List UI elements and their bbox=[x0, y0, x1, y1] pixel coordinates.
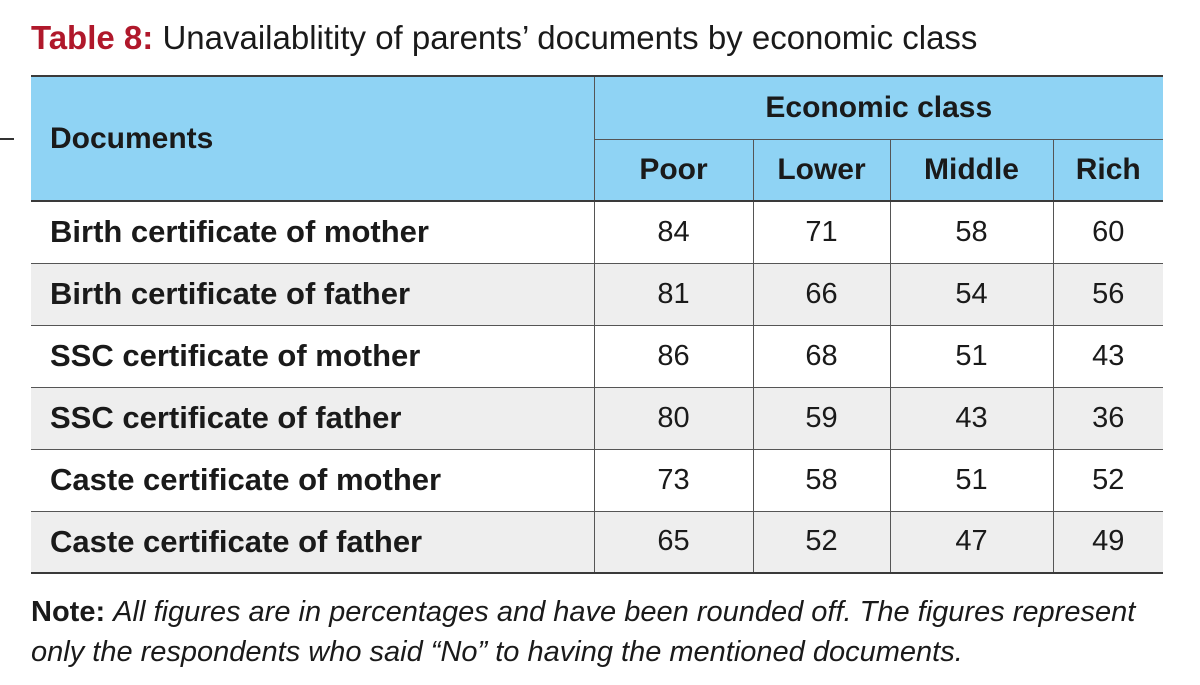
cell-rich: 56 bbox=[1053, 263, 1164, 326]
cell-poor: 65 bbox=[594, 511, 754, 574]
table-row: Birth certificate of father 81 66 54 56 bbox=[31, 263, 1164, 326]
table-row: SSC certificate of father 80 59 43 36 bbox=[31, 387, 1164, 450]
cell-poor: 84 bbox=[594, 201, 754, 264]
economic-class-group-header: Economic class bbox=[594, 75, 1164, 140]
table-body: Birth certificate of mother 84 71 58 60 … bbox=[31, 201, 1164, 574]
table-note: Note: All figures are in percentages and… bbox=[31, 592, 1181, 672]
cell-rich: 43 bbox=[1053, 325, 1164, 388]
data-table: Documents Economic class Poor Lower Midd… bbox=[31, 75, 1164, 574]
table-title: Unavailablitity of parents’ documents by… bbox=[162, 19, 978, 56]
cell-middle: 51 bbox=[890, 449, 1054, 512]
table-header: Documents Economic class Poor Lower Midd… bbox=[31, 75, 1164, 202]
table-row: Caste certificate of mother 73 58 51 52 bbox=[31, 449, 1164, 512]
cell-middle: 43 bbox=[890, 387, 1054, 450]
cell-poor: 80 bbox=[594, 387, 754, 450]
cell-poor: 81 bbox=[594, 263, 754, 326]
documents-column-header: Documents bbox=[31, 75, 595, 202]
row-label: SSC certificate of father bbox=[31, 387, 595, 450]
cell-middle: 51 bbox=[890, 325, 1054, 388]
table-row: SSC certificate of mother 86 68 51 43 bbox=[31, 325, 1164, 388]
column-header-middle: Middle bbox=[890, 139, 1054, 202]
row-label: Caste certificate of mother bbox=[31, 449, 595, 512]
cell-rich: 36 bbox=[1053, 387, 1164, 450]
row-label: Caste certificate of father bbox=[31, 511, 595, 574]
cell-middle: 47 bbox=[890, 511, 1054, 574]
cell-rich: 52 bbox=[1053, 449, 1164, 512]
cell-rich: 60 bbox=[1053, 201, 1164, 264]
cell-poor: 73 bbox=[594, 449, 754, 512]
row-label: SSC certificate of mother bbox=[31, 325, 595, 388]
row-label: Birth certificate of father bbox=[31, 263, 595, 326]
cell-lower: 58 bbox=[753, 449, 891, 512]
cell-lower: 66 bbox=[753, 263, 891, 326]
table-caption: Table 8: Unavailablitity of parents’ doc… bbox=[31, 18, 977, 58]
note-label: Note: bbox=[31, 596, 106, 628]
cell-middle: 54 bbox=[890, 263, 1054, 326]
cell-lower: 71 bbox=[753, 201, 891, 264]
note-text: All figures are in percentages and have … bbox=[31, 596, 1136, 668]
table-row: Birth certificate of mother 84 71 58 60 bbox=[31, 201, 1164, 264]
column-header-lower: Lower bbox=[753, 139, 891, 202]
table-number-label: Table 8: bbox=[31, 19, 154, 56]
cell-lower: 68 bbox=[753, 325, 891, 388]
margin-tick-mark bbox=[0, 138, 14, 140]
cell-middle: 58 bbox=[890, 201, 1054, 264]
cell-poor: 86 bbox=[594, 325, 754, 388]
row-label: Birth certificate of mother bbox=[31, 201, 595, 264]
cell-lower: 52 bbox=[753, 511, 891, 574]
cell-rich: 49 bbox=[1053, 511, 1164, 574]
column-header-poor: Poor bbox=[594, 139, 754, 202]
column-header-rich: Rich bbox=[1053, 139, 1164, 202]
cell-lower: 59 bbox=[753, 387, 891, 450]
table-row: Caste certificate of father 65 52 47 49 bbox=[31, 511, 1164, 574]
